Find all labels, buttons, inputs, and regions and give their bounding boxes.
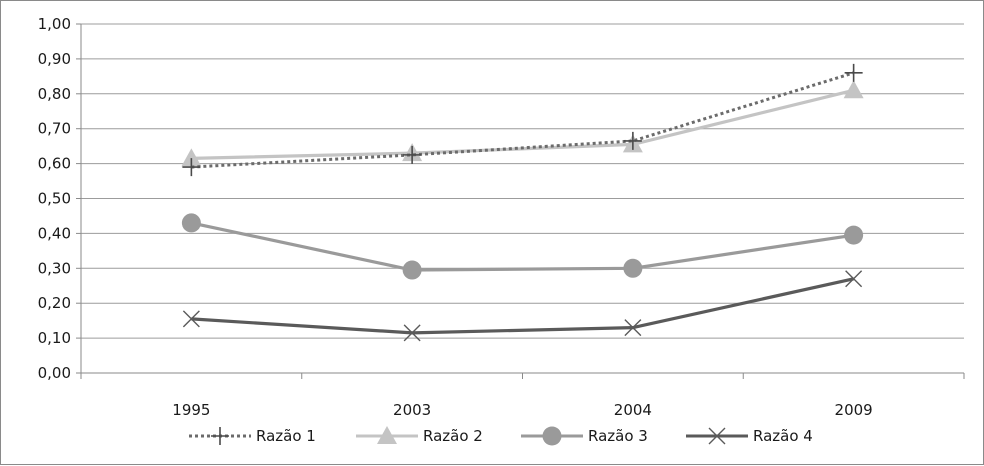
circle-marker [402, 260, 422, 280]
plus-marker [211, 427, 229, 445]
y-tick-label: 0,40 [38, 224, 71, 242]
triangle-marker [843, 80, 864, 99]
plus-marker [182, 158, 201, 177]
legend: Razão 1 Razão 2 Razão 3 Razão 4 [189, 426, 813, 446]
y-tick-label: 0,90 [38, 50, 71, 68]
data-point [403, 145, 422, 164]
y-tick-label: 0,50 [38, 190, 71, 208]
data-point [624, 319, 642, 337]
legend-label: Razão 4 [753, 427, 813, 445]
x-marker [624, 319, 642, 337]
data-point [182, 158, 201, 177]
x-marker [403, 324, 421, 342]
data-point [402, 260, 422, 280]
y-tick-label: 0,30 [38, 259, 71, 277]
plus-marker [623, 131, 642, 150]
data-point [845, 270, 863, 288]
x-tick-label: 2003 [393, 401, 431, 419]
x-marker [182, 310, 200, 328]
series-4 [182, 270, 863, 342]
x-tick-label: 2004 [614, 401, 652, 419]
series-line [191, 221, 854, 272]
y-tick-label: 0,00 [38, 364, 71, 382]
data-point [844, 63, 863, 82]
triangle-marker [181, 148, 202, 167]
y-tick-label: 0,20 [38, 294, 71, 312]
data-point [843, 80, 864, 99]
data-point [623, 258, 643, 278]
data-point [182, 310, 200, 328]
circle-marker [181, 213, 201, 233]
circle-marker [844, 225, 864, 245]
series-line [191, 277, 854, 335]
legend-item: Razão 3 [521, 426, 648, 446]
circle-marker [623, 258, 643, 278]
series-2 [181, 80, 864, 167]
gridlines [81, 23, 964, 339]
data-point [181, 148, 202, 167]
circle-marker [542, 426, 562, 446]
x-tick-label: 2009 [835, 401, 873, 419]
series-3 [181, 213, 864, 280]
series-1 [182, 63, 863, 177]
legend-item: Razão 4 [686, 427, 813, 445]
x-tick-label: 1995 [172, 401, 210, 419]
y-tick-label: 1,00 [38, 15, 71, 33]
series-line [191, 71, 855, 169]
y-tick-label: 0,60 [38, 155, 71, 173]
y-tick-label: 0,80 [38, 85, 71, 103]
plus-marker [844, 63, 863, 82]
x-marker [845, 270, 863, 288]
legend-item: Razão 1 [189, 427, 316, 445]
legend-label: Razão 2 [423, 427, 483, 445]
legend-label: Razão 1 [256, 427, 316, 445]
data-point [181, 213, 201, 233]
axes: 0,00 0,10 0,20 0,30 0,40 0,50 0,60 0,70 0,80 0,90… [38, 15, 965, 419]
data-point [844, 225, 864, 245]
plus-marker [403, 145, 422, 164]
series-lines [181, 63, 864, 342]
data-point [623, 131, 642, 150]
data-point [403, 324, 421, 342]
x-marker [708, 427, 726, 445]
triangle-marker [377, 426, 397, 444]
y-tick-label: 0,10 [38, 329, 71, 347]
legend-item: Razão 2 [356, 426, 483, 445]
legend-label: Razão 3 [588, 427, 648, 445]
y-tick-label: 0,70 [38, 120, 71, 138]
